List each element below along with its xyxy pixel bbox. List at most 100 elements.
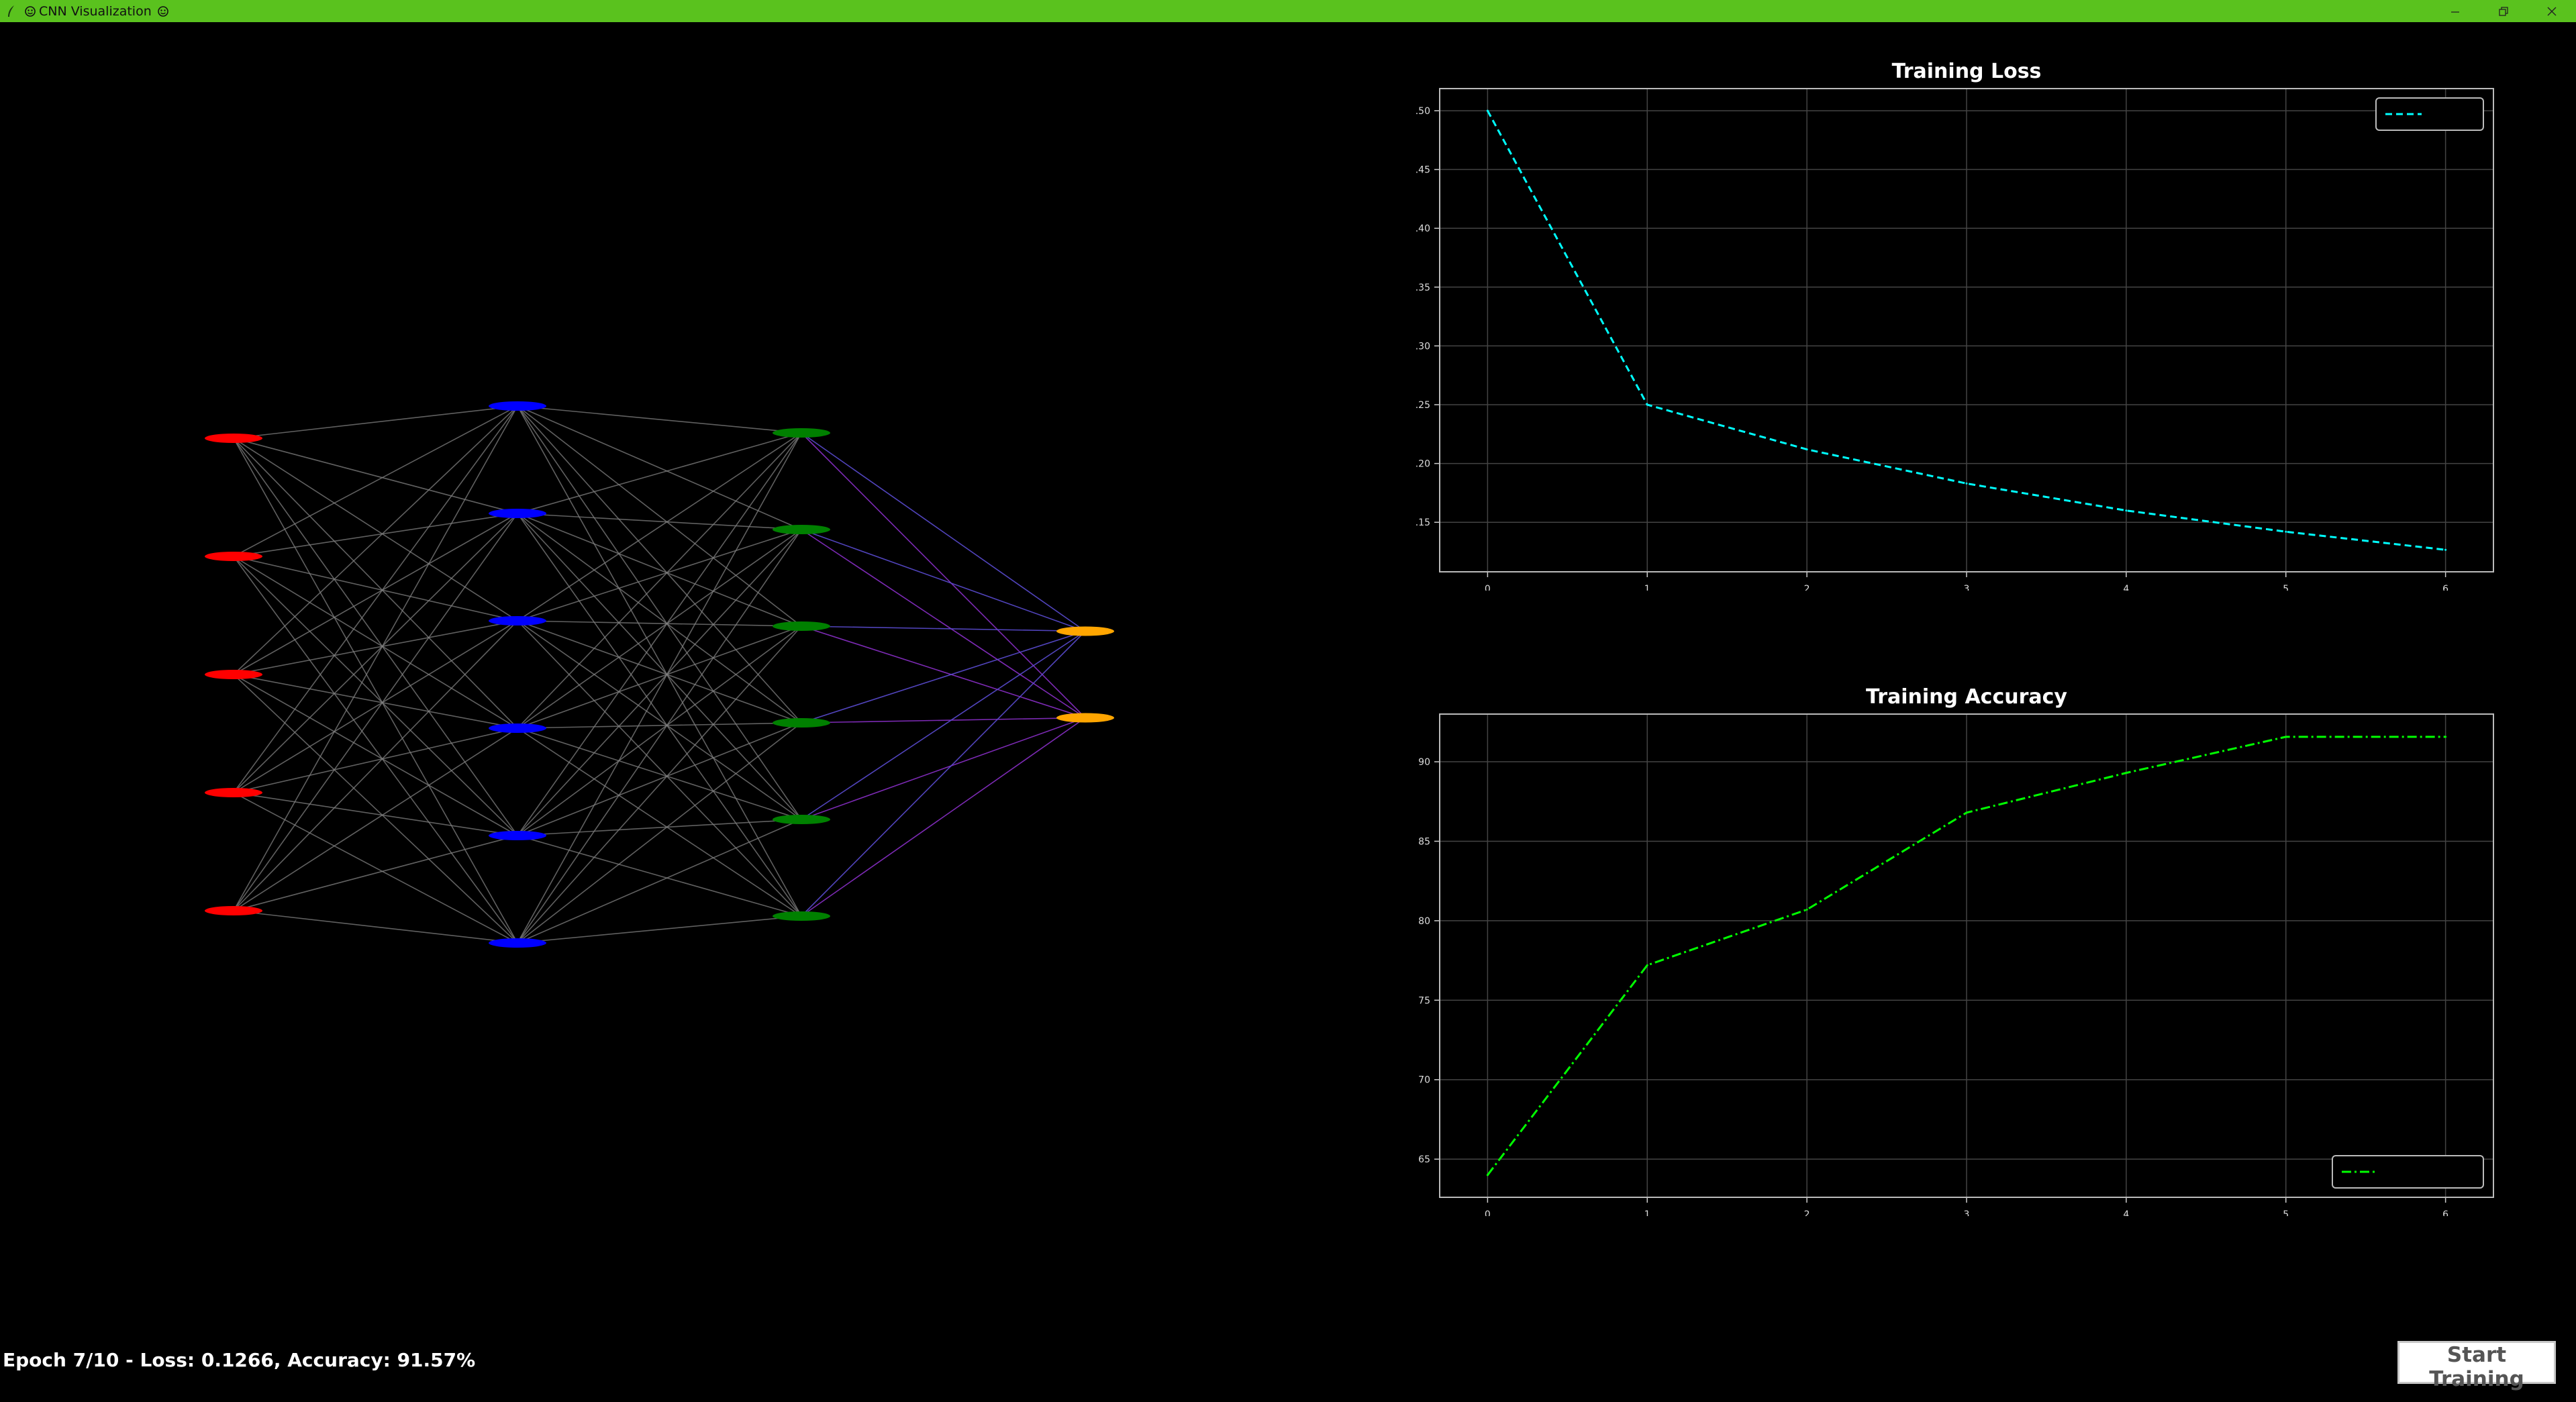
connection-line (233, 674, 518, 944)
restore-icon (2499, 6, 2508, 16)
data-point (1805, 908, 1808, 911)
chart-title: Training Accuracy (1866, 685, 2067, 709)
data-point (2285, 530, 2287, 533)
connection-line (517, 405, 802, 530)
connection-line (517, 722, 802, 944)
plot-frame (1439, 713, 2494, 1198)
legend (2375, 97, 2484, 131)
connection-line (233, 438, 518, 621)
x-tick-label: 2 (1804, 584, 1810, 591)
x-tick-label: 4 (2123, 1209, 2129, 1216)
hidden1-neuron (489, 938, 546, 948)
connection-line (517, 915, 802, 944)
app-emoji-icon (23, 4, 38, 19)
grid-lines (1434, 714, 2493, 1203)
y-tick-label: 70 (1418, 1075, 1430, 1086)
y-tick-label: 0.45 (1416, 165, 1430, 176)
connection-line (517, 513, 802, 820)
x-tick-label: 3 (1964, 584, 1970, 591)
connection-line (233, 792, 518, 836)
x-tick-label: 6 (2442, 584, 2448, 591)
data-point (1805, 448, 1808, 451)
connection-line (517, 625, 802, 729)
connection-line (233, 728, 518, 911)
y-tick-label: 0.40 (1416, 223, 1430, 234)
connection-line (517, 432, 802, 729)
title-bar: CNN Visualization (0, 0, 2576, 22)
connections (233, 405, 1086, 944)
connection-line (517, 529, 802, 621)
connection-line (517, 728, 802, 917)
connection-line (801, 630, 1086, 917)
feather-icon (4, 4, 19, 19)
training-status: Epoch 7/10 - Loss: 0.1266, Accuracy: 91.… (3, 1349, 476, 1371)
data-point (1965, 811, 1968, 814)
close-button[interactable] (2528, 0, 2576, 22)
connection-line (233, 405, 518, 911)
y-tick-label: 0.20 (1416, 459, 1430, 470)
data-point (2285, 736, 2287, 738)
hidden1-neuron (489, 616, 546, 625)
connection-line (517, 625, 802, 836)
y-tick-label: 0.25 (1416, 400, 1430, 411)
connection-line (517, 835, 802, 917)
connection-line (233, 438, 518, 836)
connection-line (517, 405, 802, 917)
connection-line (517, 728, 802, 820)
connection-line (517, 432, 802, 944)
connection-line (233, 910, 518, 944)
input-neuron (205, 906, 262, 915)
connection-line (233, 556, 518, 944)
input-neuron (205, 552, 262, 561)
x-tick-label: 5 (2283, 584, 2289, 591)
connection-line (233, 728, 518, 793)
data-point (1646, 403, 1648, 406)
connection-line (517, 432, 802, 836)
x-tick-label: 4 (2123, 584, 2129, 591)
minimize-button[interactable] (2431, 0, 2479, 22)
window-title: CNN Visualization (39, 3, 152, 19)
connection-line (233, 620, 518, 675)
data-point (2444, 736, 2447, 738)
input-neuron (205, 670, 262, 679)
connection-line (517, 620, 802, 917)
hidden2-neuron (773, 911, 830, 921)
input-neuron (205, 788, 262, 797)
connection-line (801, 529, 1086, 632)
data-point (1965, 482, 1968, 485)
connection-line (233, 513, 518, 675)
connection-line (801, 630, 1086, 723)
data-point (2125, 772, 2128, 774)
connection-line (801, 432, 1086, 719)
connection-line (517, 513, 802, 917)
connection-line (517, 819, 802, 944)
restore-button[interactable] (2479, 0, 2528, 22)
close-icon (2547, 7, 2557, 15)
legend-box (2332, 1155, 2484, 1189)
start-training-button[interactable]: Start Training (2397, 1341, 2556, 1391)
connection-line (517, 513, 802, 723)
hidden1-neuron (489, 509, 546, 518)
connection-line (233, 513, 518, 911)
neurons (205, 401, 1114, 948)
x-tick-label: 5 (2283, 1209, 2289, 1216)
connection-line (233, 438, 518, 729)
connection-line (801, 529, 1086, 719)
connection-line (233, 792, 518, 944)
connection-line (233, 620, 518, 911)
y-tick-label: 75 (1418, 995, 1430, 1006)
x-tick-label: 3 (1964, 1209, 1970, 1216)
connection-line (233, 556, 518, 836)
connection-line (801, 625, 1086, 719)
connection-line (233, 674, 518, 836)
connection-line (517, 620, 802, 820)
connection-line (801, 717, 1086, 917)
training-loss-chart: Training Loss 0 1 2 3 4 5 6 0.15 0.20 0.25 0.30 0.35… (1416, 60, 2494, 591)
output-neuron (1056, 713, 1114, 723)
connection-line (233, 513, 518, 557)
connection-line (233, 835, 518, 911)
connection-line (233, 620, 518, 793)
connection-line (801, 625, 1086, 632)
connection-line (517, 620, 802, 627)
x-tick-label: 1 (1644, 584, 1650, 591)
